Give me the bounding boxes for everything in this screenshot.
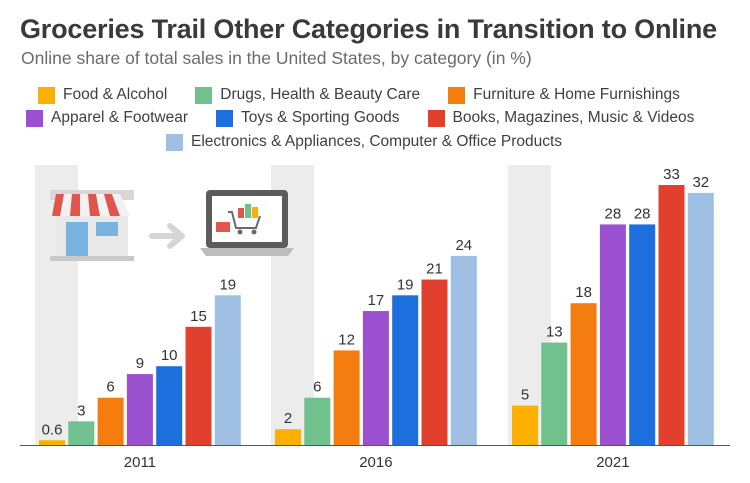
legend-swatch	[38, 86, 55, 104]
bar	[97, 397, 124, 445]
bar	[450, 255, 477, 445]
legend-row-1: Food & Alcohol Drugs, Health & Beauty Ca…	[38, 86, 680, 104]
legend-item-toys-sporting: Toys & Sporting Goods	[216, 109, 400, 127]
legend-label: Apparel & Footwear	[51, 109, 188, 126]
legend-swatch	[427, 109, 445, 127]
data-label: 3	[77, 402, 85, 419]
bar	[512, 405, 538, 445]
legend-item-apparel: Apparel & Footwear	[26, 109, 188, 127]
legend-item-drugs-health-beauty: Drugs, Health & Beauty Care	[195, 86, 420, 104]
bar	[126, 374, 153, 445]
legend-item-food-alcohol: Food & Alcohol	[38, 86, 167, 104]
chart-subtitle: Online share of total sales in the Unite…	[21, 48, 532, 68]
data-label: 10	[161, 347, 178, 364]
data-label: 32	[692, 174, 709, 191]
bar	[39, 440, 65, 445]
bar	[362, 311, 389, 445]
data-label: 28	[605, 205, 622, 222]
data-label: 9	[136, 355, 144, 372]
data-label: 19	[397, 276, 414, 293]
data-label: 21	[426, 261, 443, 278]
legend-swatch	[195, 86, 213, 104]
data-label: 12	[338, 331, 355, 348]
legend-item-books-music: Books, Magazines, Music & Videos	[427, 109, 695, 127]
legend-row-3: Electronics & Appliances, Computer & Off…	[166, 133, 562, 151]
legend-label: Food & Alcohol	[63, 86, 168, 103]
bar	[570, 303, 597, 445]
data-label: 0.6	[42, 421, 63, 438]
bar	[629, 224, 656, 445]
legend-label: Books, Magazines, Music & Videos	[452, 109, 695, 126]
bar	[214, 295, 241, 445]
chart-title: Groceries Trail Other Categories in Tran…	[20, 14, 717, 44]
bar	[421, 279, 448, 445]
x-tick-label: 2016	[359, 454, 392, 471]
data-label: 6	[106, 379, 114, 396]
data-label: 24	[455, 237, 472, 254]
legend-row-2: Apparel & Footwear Toys & Sporting Goods…	[26, 109, 694, 127]
legend-item-electronics: Electronics & Appliances, Computer & Off…	[166, 133, 562, 151]
bar	[541, 342, 568, 445]
data-label: 15	[190, 308, 207, 325]
data-label: 13	[546, 324, 563, 341]
legend-label: Drugs, Health & Beauty Care	[220, 86, 421, 103]
arrow-right-icon	[149, 223, 185, 249]
x-tick-label: 2021	[596, 454, 629, 471]
bar	[185, 326, 212, 445]
bar	[68, 421, 95, 445]
data-label: 18	[575, 284, 592, 301]
legend-label: Furniture & Home Furnishings	[473, 86, 680, 103]
bar	[599, 224, 626, 445]
bar	[687, 192, 714, 445]
bar	[392, 295, 419, 445]
bar	[333, 350, 360, 445]
data-label: 33	[663, 166, 680, 183]
storefront-icon	[50, 190, 134, 261]
data-label: 5	[521, 387, 529, 404]
laptop-shopping-cart-icon	[200, 190, 294, 256]
legend-label: Toys & Sporting Goods	[241, 109, 400, 126]
legend-swatch	[26, 109, 43, 127]
bar	[658, 185, 685, 445]
legend-swatch	[448, 86, 466, 104]
legend-swatch	[216, 109, 233, 127]
legend-swatch	[166, 133, 183, 151]
data-label: 28	[634, 205, 651, 222]
x-tick-label: 2011	[124, 454, 156, 471]
bar	[156, 366, 183, 445]
data-label: 6	[313, 379, 321, 396]
data-label: 17	[368, 292, 385, 309]
data-label: 2	[284, 410, 292, 427]
data-label: 19	[219, 276, 236, 293]
bar	[304, 397, 331, 445]
bar	[275, 429, 301, 445]
legend-label: Electronics & Appliances, Computer & Off…	[191, 133, 563, 150]
legend-item-furniture: Furniture & Home Furnishings	[448, 86, 680, 104]
